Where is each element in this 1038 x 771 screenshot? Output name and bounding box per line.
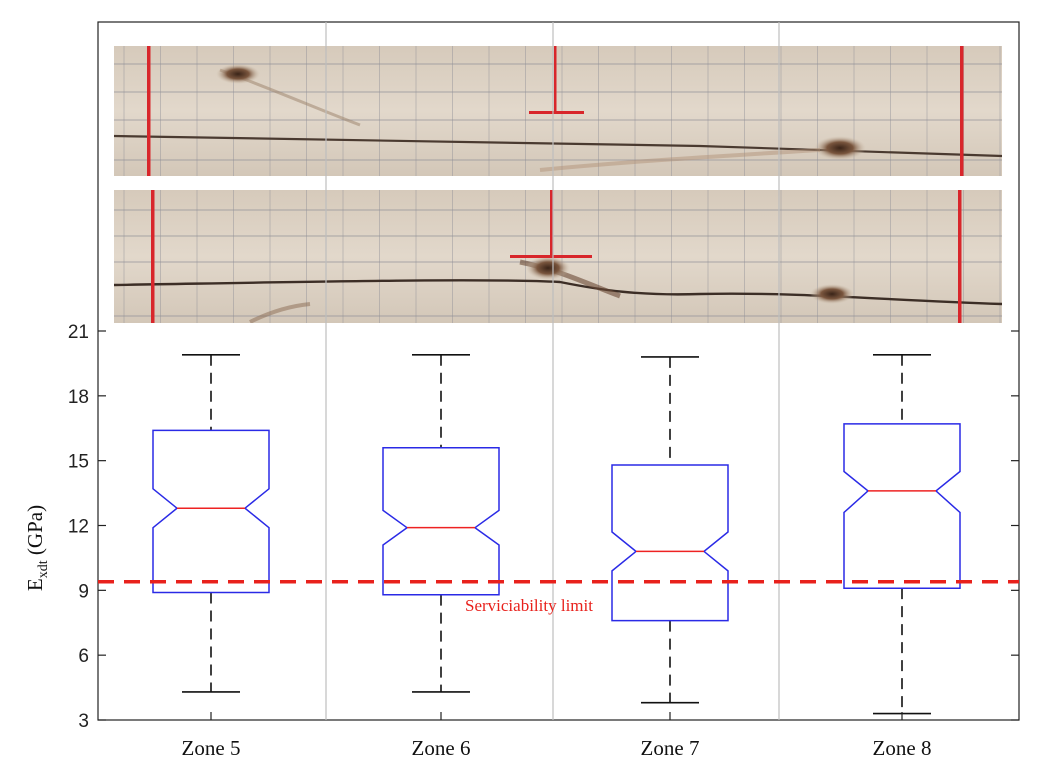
red-t-mark xyxy=(550,190,553,256)
y-axis-label-unit: (GPa) xyxy=(23,505,47,560)
box-zone-6 xyxy=(382,353,500,693)
red-boundary-mark xyxy=(147,46,151,176)
notched-box xyxy=(152,429,270,594)
box-zone-5 xyxy=(152,353,270,693)
notched-box xyxy=(382,446,500,596)
x-axis: Zone 5 Zone 6 Zone 7 Zone 8 xyxy=(182,712,932,760)
y-tick-label: 3 xyxy=(78,711,89,732)
red-t-mark xyxy=(554,46,557,112)
red-boundary-mark xyxy=(151,190,155,323)
red-boundary-mark xyxy=(958,190,962,323)
grain-line xyxy=(249,302,311,323)
notched-box xyxy=(843,423,961,589)
y-axis: 3 6 9 12 15 18 21 xyxy=(68,322,1019,732)
grain-line xyxy=(114,134,1002,158)
red-boundary-mark xyxy=(960,46,964,176)
specimen-photo-1 xyxy=(114,46,1002,176)
y-tick-label: 6 xyxy=(78,646,89,667)
x-category-label: Zone 7 xyxy=(641,736,700,760)
x-category-label: Zone 5 xyxy=(182,736,241,760)
x-category-label: Zone 6 xyxy=(412,736,471,760)
knot-mark xyxy=(814,136,866,160)
knot-mark xyxy=(526,256,570,280)
specimen-photo-2 xyxy=(114,190,1002,323)
y-axis-label-symbol: E xyxy=(23,578,47,591)
knot-mark xyxy=(216,64,260,84)
y-tick-label: 9 xyxy=(78,581,89,602)
notched-box xyxy=(611,464,729,622)
zone-dividers xyxy=(325,22,780,720)
y-tick-label: 15 xyxy=(68,452,89,473)
grain-line xyxy=(539,148,821,172)
y-tick-label: 21 xyxy=(68,322,89,343)
knot-mark xyxy=(810,284,854,304)
red-t-mark xyxy=(510,255,592,258)
photo-strips xyxy=(114,46,1002,323)
photo-grid-1 xyxy=(114,46,1002,176)
y-axis-label: Exdt (GPa) xyxy=(23,505,51,591)
y-tick-label: 12 xyxy=(68,517,89,538)
y-axis-label-subscript: xdt xyxy=(36,560,51,578)
box-zone-8 xyxy=(843,353,961,715)
x-category-label: Zone 8 xyxy=(873,736,932,760)
reference-line-label: Serviciability limit xyxy=(465,596,593,615)
red-t-mark xyxy=(529,111,584,114)
y-tick-label: 18 xyxy=(68,387,89,408)
